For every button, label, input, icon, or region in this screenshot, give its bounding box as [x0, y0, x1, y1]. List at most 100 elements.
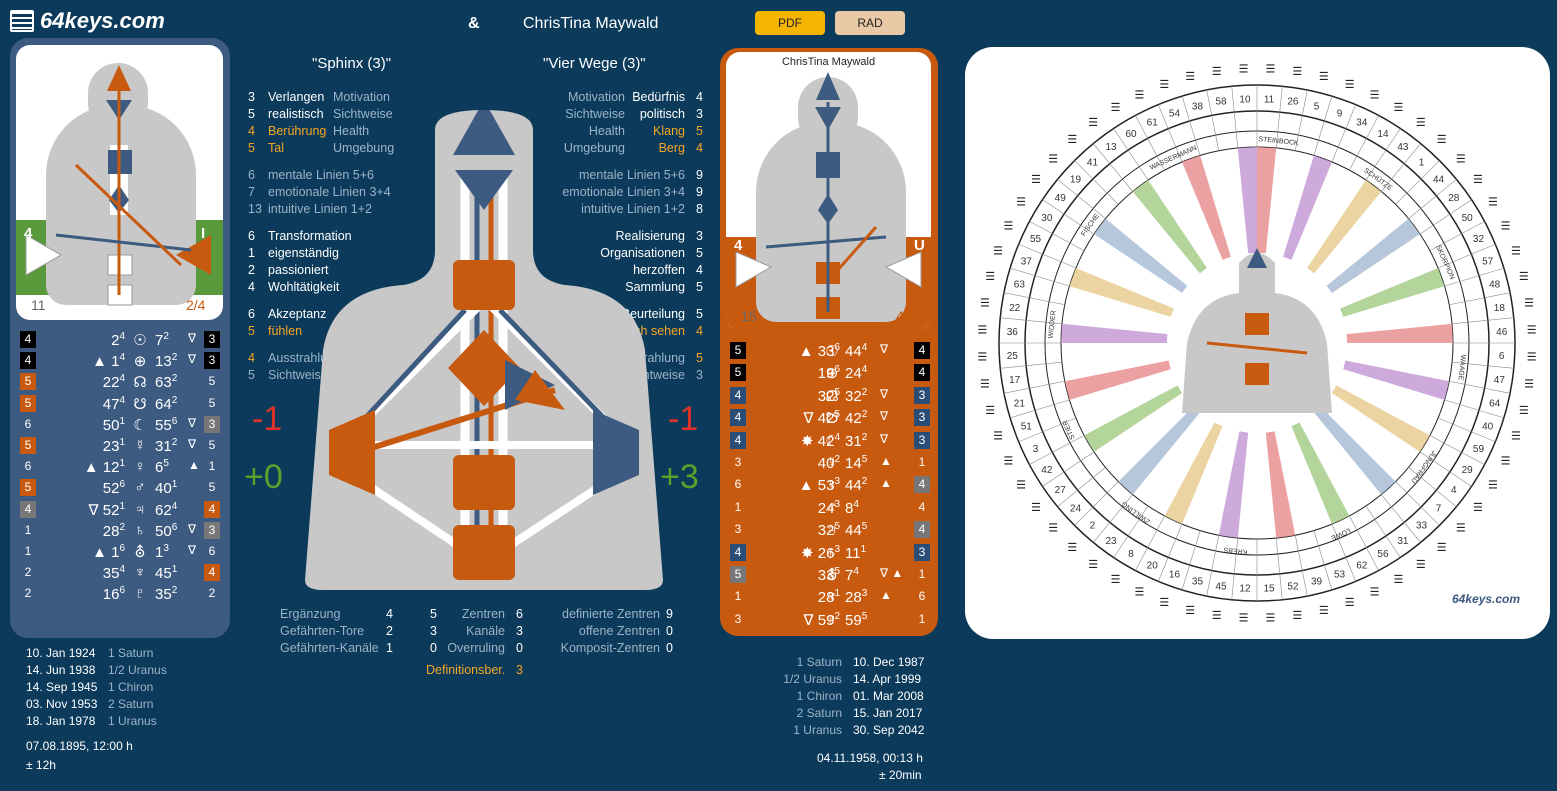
line-box-left: 4 [20, 331, 36, 348]
transit-label: 1 Chiron [108, 680, 154, 694]
line-box-left: 2 [24, 586, 32, 601]
wheel-gate-number[interactable]: 11 [1264, 94, 1275, 105]
wheel-gate-number[interactable]: 32 [1473, 234, 1485, 245]
partner-name: ChrisTina Maywald [523, 15, 659, 32]
wheel-gate-number[interactable]: 52 [1287, 581, 1299, 592]
wheel-gate-number[interactable]: 1 [1419, 157, 1425, 168]
wheel-gate-number[interactable]: 62 [1356, 560, 1368, 571]
wheel-gate-number[interactable]: 44 [1433, 174, 1445, 185]
wheel-gate-number[interactable]: 13 [1105, 142, 1117, 153]
wheel-gate-number[interactable]: 40 [1482, 422, 1494, 433]
wheel-gate-number[interactable]: 33 [1416, 521, 1428, 532]
wheel-gate-number[interactable]: 5 [1314, 101, 1320, 112]
wheel-gate-number[interactable]: 16 [1169, 570, 1181, 581]
line-box-left: 1 [24, 544, 32, 558]
hexagram-icon: ☰ [1488, 197, 1498, 209]
site-logo[interactable]: 64keys.com [10, 8, 165, 34]
wheel-gate-number[interactable]: 50 [1462, 213, 1474, 224]
mandala-wheel[interactable]: 11☰26☰5☰9☰34☰14☰43☰1☰44☰28☰50☰32☰57☰48☰1… [965, 47, 1550, 639]
right-bodygraph-thumbnail[interactable]: ChrisTina Maywald 4 U 15 4/6 [726, 52, 931, 330]
personality-gate: 322 [845, 386, 868, 405]
wheel-gate-number[interactable]: 37 [1021, 256, 1033, 267]
wheel-gate-number[interactable]: 17 [1009, 375, 1021, 386]
wheel-gate-number[interactable]: 59 [1473, 444, 1485, 455]
wheel-gate-number[interactable]: 30 [1041, 213, 1053, 224]
menu-icon[interactable] [10, 10, 34, 32]
wheel-gate-number[interactable]: 3 [1033, 444, 1039, 455]
stat-category: Health [588, 124, 625, 138]
wheel-gate-number[interactable]: 47 [1494, 375, 1506, 386]
wheel-gate-number[interactable]: 35 [1192, 577, 1204, 588]
wheel-gate-number[interactable]: 26 [1287, 97, 1299, 108]
stat-value: 5 [248, 368, 255, 382]
hexagram-icon: ☰ [1185, 71, 1195, 83]
wheel-gate-number[interactable]: 64 [1489, 399, 1501, 410]
wheel-gate-number[interactable]: 14 [1377, 129, 1389, 140]
wheel-gate-number[interactable]: 55 [1030, 234, 1042, 245]
wheel-gate-number[interactable]: 20 [1147, 560, 1159, 571]
wheel-gate-number[interactable]: 42 [1041, 465, 1053, 476]
wheel-gate-number[interactable]: 7 [1436, 504, 1442, 515]
wheel-gate-number[interactable]: 45 [1215, 581, 1227, 592]
wheel-gate-number[interactable]: 31 [1397, 536, 1409, 547]
wheel-gate-number[interactable]: 29 [1462, 465, 1474, 476]
wheel-gate-number[interactable]: 2 [1090, 521, 1096, 532]
wheel-gate-number[interactable]: 28 [1448, 193, 1460, 204]
wheel-gate-number[interactable]: 4 [1451, 485, 1457, 496]
wheel-gate-number[interactable]: 6 [1499, 351, 1505, 362]
wheel-gate-number[interactable]: 49 [1055, 193, 1067, 204]
wheel-gate-number[interactable]: 63 [1014, 279, 1026, 290]
transit-label: 1 Uranus [793, 723, 842, 737]
wheel-gate-number[interactable]: 8 [1128, 549, 1134, 560]
wheel-gate-number[interactable]: 60 [1125, 129, 1137, 140]
wheel-gate-number[interactable]: 48 [1489, 279, 1501, 290]
wheel-gate-number[interactable]: 53 [1334, 570, 1346, 581]
mandala-wheel-panel[interactable]: 11 ☰ 26 ☰ 5 ☰ 9 ☰ 34 ☰ 14 ☰ 43 ☰ 1 ☰ 44 ☰ 28 ☰ 50 ☰ 32 ☰ 57 ☰ 48 ☰ 1… [965, 47, 1550, 639]
wheel-gate-number[interactable]: 12 [1239, 584, 1251, 595]
wheel-planet-wedge [1181, 155, 1231, 260]
personality-gate: 65 [155, 458, 169, 477]
planet-row: 1 282 ♄ 506 ∇ 3 [20, 521, 220, 540]
personality-gate: 352 [155, 585, 178, 604]
wheel-gate-number[interactable]: 10 [1239, 94, 1251, 105]
wheel-gate-number[interactable]: 25 [1007, 351, 1019, 362]
wheel-gate-number[interactable]: 61 [1147, 118, 1159, 129]
wheel-gate-number[interactable]: 41 [1087, 157, 1099, 168]
line-box-left: 5 [730, 566, 746, 583]
planet-row: 3 325 ♃ 445 4 [730, 521, 930, 539]
line-box-right: 5 [208, 438, 216, 452]
wheel-gate-number[interactable]: 56 [1377, 549, 1389, 560]
wheel-gate-number[interactable]: 36 [1007, 327, 1019, 338]
wheel-gate-number[interactable]: 24 [1070, 504, 1082, 515]
wheel-gate-number[interactable]: 18 [1494, 303, 1506, 314]
hexagram-icon: ☰ [1212, 66, 1222, 78]
wheel-gate-number[interactable]: 46 [1496, 327, 1508, 338]
wheel-gate-number[interactable]: 34 [1356, 118, 1368, 129]
left-bodygraph-thumbnail[interactable]: 4 I 11 2/4 [16, 45, 223, 320]
fixation-arrow-icon: ∇ [188, 521, 197, 536]
composite-bodygraph[interactable] [305, 110, 663, 590]
wheel-gate-number[interactable]: 19 [1070, 174, 1082, 185]
wheel-gate-number[interactable]: 38 [1192, 101, 1204, 112]
wheel-gate-number[interactable]: 15 [1263, 584, 1275, 595]
wheel-gate-number[interactable]: 39 [1311, 577, 1323, 588]
hexagram-icon: ☰ [1016, 479, 1026, 491]
wheel-gate-number[interactable]: 27 [1055, 485, 1067, 496]
wheel-gate-number[interactable]: 43 [1397, 142, 1409, 153]
stat-value: 4 [248, 351, 255, 365]
wheel-gate-number[interactable]: 54 [1169, 108, 1181, 119]
wheel-gate-divider [1206, 89, 1220, 151]
hexagram-icon: ☰ [1031, 174, 1041, 186]
design-gate: 231 [102, 437, 125, 455]
wheel-gate-number[interactable]: 23 [1105, 536, 1117, 547]
wheel-gate-number[interactable]: 51 [1021, 422, 1033, 433]
wheel-gate-number[interactable]: 57 [1482, 256, 1494, 267]
wheel-gate-number[interactable]: 9 [1337, 108, 1343, 119]
wheel-gate-number[interactable]: 21 [1014, 399, 1026, 410]
wheel-gate-number[interactable]: 58 [1215, 97, 1227, 108]
stat-value: 5 [696, 246, 703, 260]
wheel-gate-number[interactable]: 22 [1009, 303, 1021, 314]
pdf-button[interactable]: PDF [755, 11, 825, 35]
rad-button[interactable]: RAD [835, 11, 905, 35]
wheel-gate-divider [1444, 267, 1504, 287]
